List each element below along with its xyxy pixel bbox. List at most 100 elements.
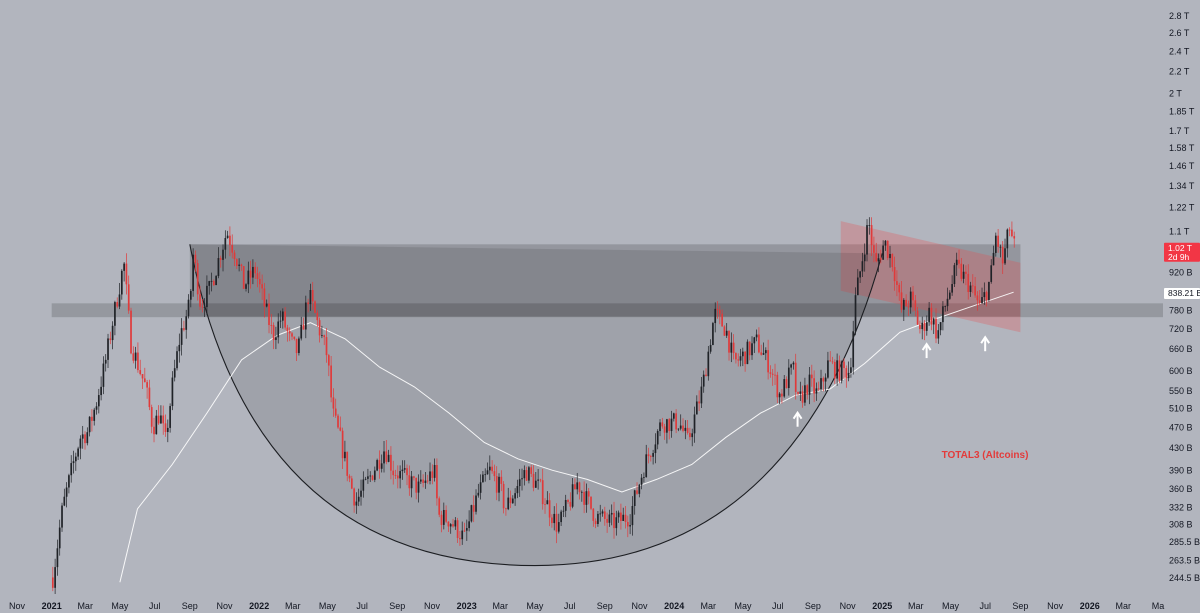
candle-body xyxy=(755,334,758,338)
candle-body xyxy=(206,285,208,308)
candle-body xyxy=(767,350,769,373)
candle-body xyxy=(813,378,815,394)
candle-body xyxy=(192,254,194,291)
candle-body xyxy=(433,465,436,478)
candle-body xyxy=(944,306,947,307)
candle-body xyxy=(804,385,806,403)
candle-body xyxy=(396,475,399,479)
candle-body xyxy=(130,310,132,354)
candle-body xyxy=(882,245,884,260)
candle-body xyxy=(229,235,231,246)
candle-body xyxy=(348,475,351,479)
candle-body xyxy=(560,511,562,523)
candle-body xyxy=(164,423,167,432)
candle-body xyxy=(194,254,197,264)
candle-body xyxy=(511,498,514,504)
candle-body xyxy=(691,433,694,438)
y-tick-label: 2.4 T xyxy=(1169,47,1190,57)
candle-body xyxy=(355,501,358,506)
candle-body xyxy=(498,476,500,493)
x-tick-label: 2025 xyxy=(872,601,892,611)
candle-body xyxy=(620,512,622,521)
x-tick-label: 2026 xyxy=(1080,601,1100,611)
x-tick-label: Nov xyxy=(9,601,26,611)
candle-body xyxy=(316,312,319,321)
candle-body xyxy=(567,500,569,502)
candle-body xyxy=(201,306,204,308)
candle-body xyxy=(346,451,349,476)
candle-body xyxy=(226,235,229,239)
candle-body xyxy=(735,353,737,360)
candle-body xyxy=(889,253,891,259)
candle-body xyxy=(725,330,728,336)
candle-body xyxy=(81,434,84,439)
candle-body xyxy=(486,470,489,475)
candle-body xyxy=(840,361,843,381)
candles-layer xyxy=(51,217,1016,594)
candle-body xyxy=(390,454,392,471)
candle-body xyxy=(751,343,753,356)
candle-body xyxy=(111,325,114,341)
candle-body xyxy=(909,291,912,308)
candle-body xyxy=(176,351,178,369)
candle-body xyxy=(544,504,546,505)
candle-body xyxy=(576,482,579,490)
candle-body xyxy=(107,338,109,360)
candle-body xyxy=(1013,236,1016,239)
candle-body xyxy=(369,475,372,477)
candle-body xyxy=(84,434,86,444)
candle-body xyxy=(104,359,107,364)
x-tick-label: Nov xyxy=(631,601,648,611)
candle-body xyxy=(695,401,698,415)
candle-body xyxy=(606,518,608,523)
candle-body xyxy=(74,456,77,462)
y-tick-label: 430 B xyxy=(1169,443,1193,453)
candle-body xyxy=(723,326,726,336)
candle-body xyxy=(863,254,866,262)
candle-body xyxy=(649,456,652,457)
candle-body xyxy=(415,477,418,493)
candle-body xyxy=(534,480,537,488)
candle-body xyxy=(502,483,505,509)
chart-title: TOTAL3 (Altcoins) xyxy=(942,450,1029,461)
x-tick-label: Mar xyxy=(1116,601,1132,611)
candle-body xyxy=(548,500,551,518)
candle-body xyxy=(392,470,395,476)
candle-body xyxy=(307,302,309,305)
candle-body xyxy=(148,387,151,408)
candle-body xyxy=(238,264,240,266)
candle-body xyxy=(958,259,960,264)
candle-body xyxy=(51,577,54,588)
candle-body xyxy=(988,281,990,301)
candle-body xyxy=(962,271,965,279)
candle-body xyxy=(97,395,100,407)
candle-body xyxy=(859,271,861,278)
y-tick-label: 2 T xyxy=(1169,89,1182,99)
candle-body xyxy=(700,386,703,404)
candle-body xyxy=(293,336,296,339)
candle-body xyxy=(311,290,314,302)
x-tick-label: 2024 xyxy=(664,601,684,611)
candle-body xyxy=(449,524,452,527)
candle-body xyxy=(475,495,477,512)
candle-body xyxy=(847,372,850,379)
candle-body xyxy=(578,482,581,493)
candle-body xyxy=(647,454,650,457)
candle-body xyxy=(514,493,516,499)
x-tick-label: Sep xyxy=(389,601,405,611)
candle-body xyxy=(100,386,102,396)
candle-body xyxy=(974,286,976,296)
candle-body xyxy=(461,530,464,540)
candle-body xyxy=(488,466,491,471)
candle-body xyxy=(592,508,595,521)
candle-body xyxy=(265,303,268,307)
candle-body xyxy=(1004,248,1006,264)
candle-body xyxy=(137,352,139,371)
candle-body xyxy=(985,292,988,301)
candle-body xyxy=(304,302,307,330)
candle-body xyxy=(787,367,790,389)
price-tag-value: 1.02 T xyxy=(1168,243,1192,253)
y-tick-label: 600 B xyxy=(1169,366,1193,376)
candle-body xyxy=(399,471,401,479)
